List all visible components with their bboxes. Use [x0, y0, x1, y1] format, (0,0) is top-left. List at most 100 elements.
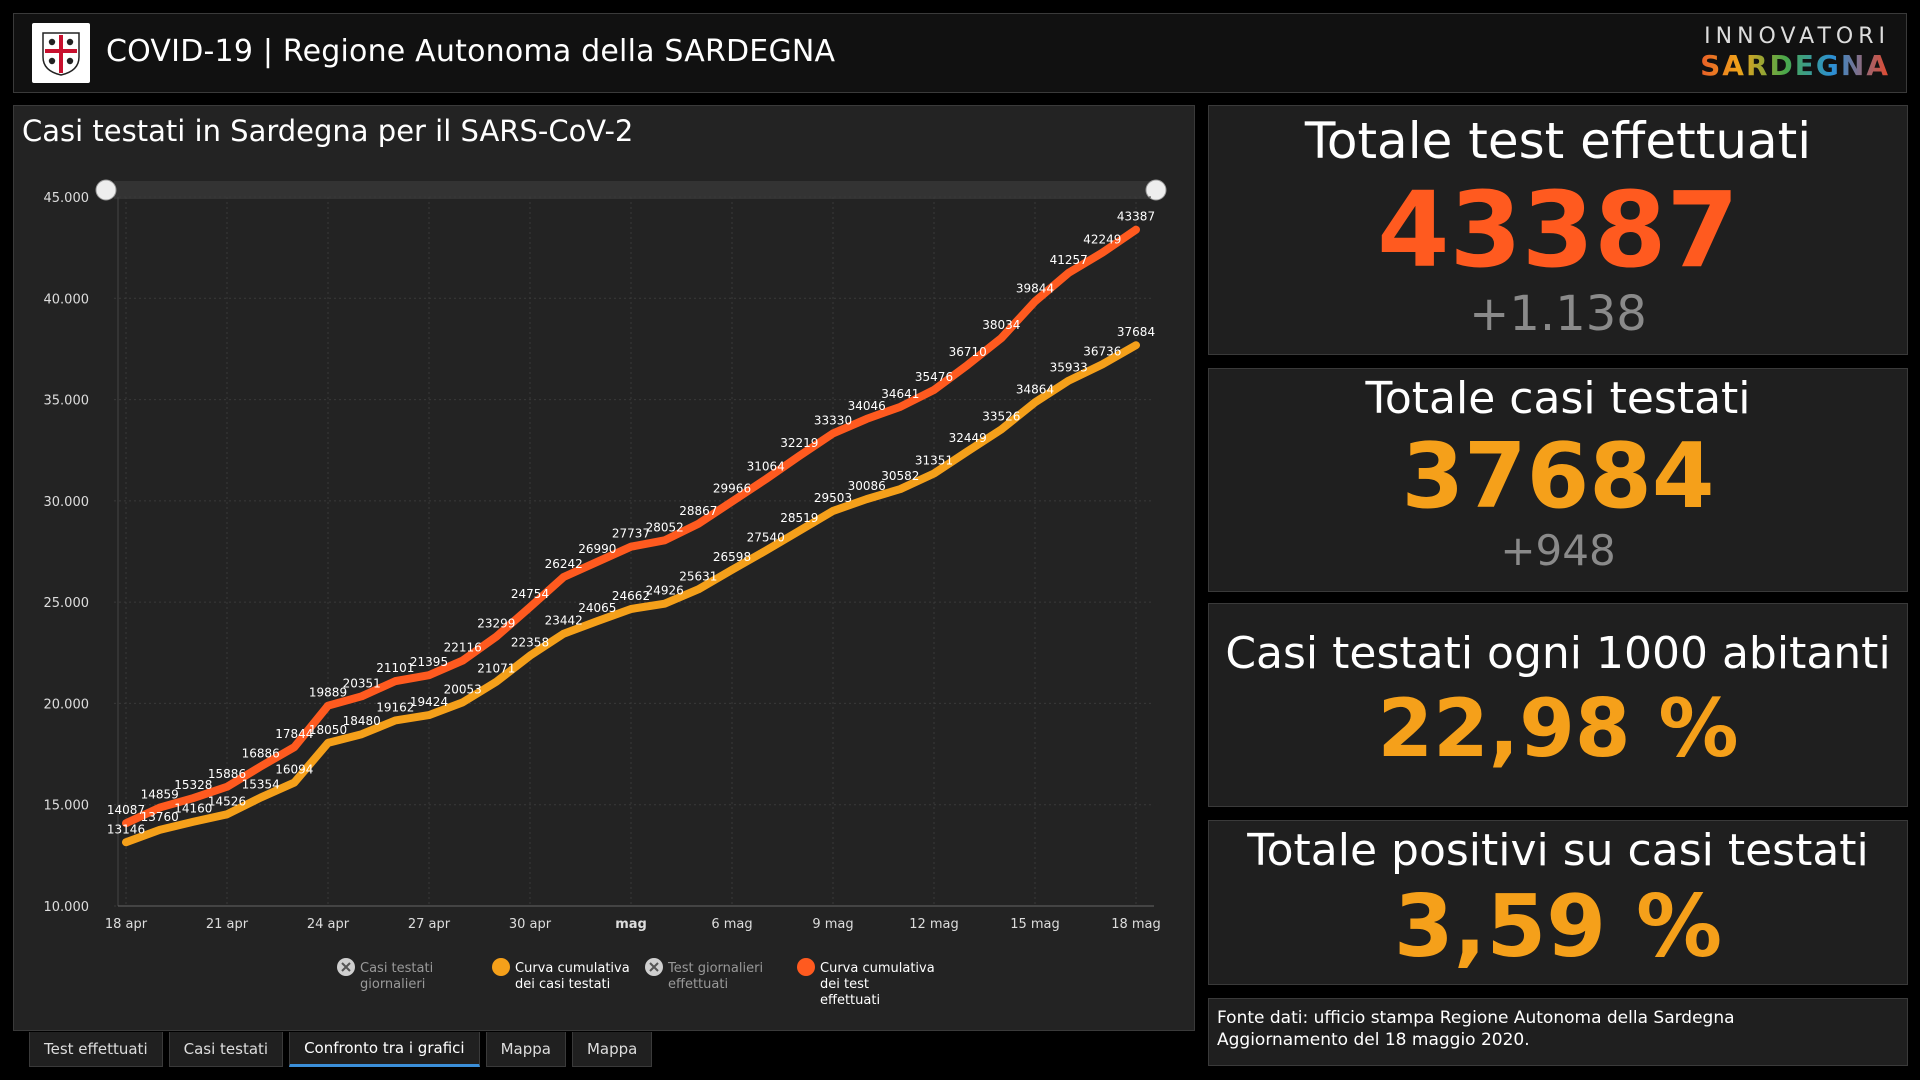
x-tick-label: 27 apr	[408, 917, 451, 932]
chart-panel: Casi testati in Sardegna per il SARS-CoV…	[13, 105, 1195, 1031]
stat-panel-positive: Totale positivi su casi testati 3,59 %	[1208, 820, 1908, 985]
data-label: 19889	[309, 686, 347, 700]
x-tick-label: 12 mag	[909, 917, 959, 932]
data-label: 29503	[814, 491, 852, 505]
data-label: 35933	[1050, 361, 1088, 375]
range-slider-handle-left[interactable]	[95, 179, 117, 201]
data-label: 33330	[814, 413, 852, 427]
stat-title: Totale test effettuati	[1304, 112, 1812, 170]
legend-label: dei casi testati	[515, 977, 610, 992]
tab-3[interactable]: Mappa	[485, 1032, 566, 1067]
tab-0[interactable]: Test effettuati	[29, 1032, 163, 1067]
legend-swatch[interactable]	[492, 958, 510, 976]
stat-value: 22,98 %	[1377, 682, 1739, 775]
update-line: Aggiornamento del 18 maggio 2020.	[1217, 1030, 1530, 1051]
range-slider-handle-right[interactable]	[1145, 179, 1167, 201]
stat-panel-test-total: Totale test effettuati 43387 +1.138	[1208, 105, 1908, 355]
stat-title: Casi testati ogni 1000 abitanti	[1225, 628, 1891, 679]
stat-delta: +1.138	[1469, 286, 1647, 342]
data-label: 19424	[410, 695, 448, 709]
data-label: 34864	[1016, 382, 1054, 396]
app-header: COVID-19 | Regione Autonoma della SARDEG…	[13, 13, 1907, 93]
data-label: 26598	[713, 550, 751, 564]
data-label: 31351	[915, 453, 953, 467]
data-label: 36710	[949, 345, 987, 359]
y-tick-label: 30.000	[44, 495, 90, 510]
data-label: 21395	[410, 655, 448, 669]
data-label: 43387	[1117, 210, 1155, 224]
legend-disabled-mark	[341, 962, 351, 972]
stat-value: 3,59 %	[1393, 877, 1723, 977]
data-label: 21101	[376, 661, 414, 675]
y-tick-label: 10.000	[44, 900, 90, 915]
data-label: 23442	[545, 614, 583, 628]
x-tick-label: 30 apr	[509, 917, 552, 932]
legend-label: Curva cumulativa	[820, 961, 935, 976]
x-tick-label: 15 mag	[1010, 917, 1060, 932]
x-tick-label: 18 apr	[105, 917, 148, 932]
data-label: 23299	[477, 617, 515, 631]
y-tick-label: 40.000	[44, 292, 90, 307]
x-tick-label: 21 apr	[206, 917, 249, 932]
data-label: 16094	[275, 763, 313, 777]
data-label: 14160	[174, 802, 212, 816]
stat-value: 43387	[1377, 169, 1739, 291]
data-label: 14526	[208, 794, 246, 808]
stat-title: Totale positivi su casi testati	[1247, 825, 1869, 876]
tab-2[interactable]: Confronto tra i grafici	[289, 1032, 480, 1067]
stat-value: 37684	[1401, 424, 1715, 529]
data-label: 26242	[545, 557, 583, 571]
x-tick-label: mag	[615, 917, 647, 932]
data-label: 24926	[646, 584, 684, 598]
brand-logo: INNOVATORI SARDEGNA	[1700, 26, 1890, 80]
data-label: 28867	[679, 504, 717, 518]
y-tick-label: 15.000	[44, 799, 90, 814]
brand-top-text: INNOVATORI	[1704, 24, 1890, 49]
data-label: 37684	[1117, 325, 1155, 339]
data-label: 25631	[679, 569, 717, 583]
legend-label: dei test	[820, 977, 869, 992]
data-label: 30086	[848, 479, 886, 493]
data-label: 24754	[511, 587, 549, 601]
data-label: 27540	[747, 531, 785, 545]
legend-swatch[interactable]	[797, 958, 815, 976]
data-label: 31064	[747, 459, 785, 473]
tab-1[interactable]: Casi testati	[168, 1032, 284, 1067]
bottom-tab-bar: Test effettuati Casi testati Confronto tra…	[29, 1032, 653, 1067]
app-title: COVID-19 | Regione Autonoma della SARDEG…	[106, 34, 836, 69]
series-line-0	[122, 225, 1140, 828]
stat-delta: +948	[1500, 526, 1616, 575]
x-tick-label: 24 apr	[307, 917, 350, 932]
data-label: 13146	[107, 822, 145, 836]
data-label: 21071	[477, 662, 515, 676]
data-label: 35476	[915, 370, 953, 384]
data-label: 30582	[881, 469, 919, 483]
tab-4[interactable]: Mappa	[571, 1032, 653, 1067]
stat-title: Totale casi testati	[1365, 373, 1751, 424]
stat-panel-cases-total: Totale casi testati 37684 +948	[1208, 368, 1908, 592]
data-label: 36736	[1083, 344, 1121, 358]
range-slider-track	[114, 181, 1154, 199]
data-label: 19162	[376, 700, 414, 714]
y-tick-label: 20.000	[44, 697, 90, 712]
x-tick-label: 6 mag	[711, 917, 752, 932]
data-label: 39844	[1016, 281, 1054, 295]
data-label: 15886	[208, 767, 246, 781]
data-label: 32449	[949, 431, 987, 445]
data-label: 41257	[1050, 253, 1088, 267]
data-label: 42249	[1083, 233, 1121, 247]
data-label: 26990	[578, 542, 616, 556]
series-line-1	[122, 341, 1140, 847]
data-label: 15328	[174, 778, 212, 792]
data-label: 22358	[511, 636, 549, 650]
legend-disabled-mark	[649, 962, 659, 972]
data-label: 20351	[343, 676, 381, 690]
y-tick-label: 45.000	[44, 191, 90, 206]
legend-label: Test giornalieri	[667, 961, 763, 976]
data-label: 34641	[881, 387, 919, 401]
x-tick-label: 18 mag	[1111, 917, 1161, 932]
legend-label: Casi testati	[360, 961, 433, 976]
data-label: 34046	[848, 399, 886, 413]
data-source-note: Fonte dati: ufficio stampa Regione Auton…	[1208, 998, 1908, 1066]
data-label: 14087	[107, 803, 145, 817]
